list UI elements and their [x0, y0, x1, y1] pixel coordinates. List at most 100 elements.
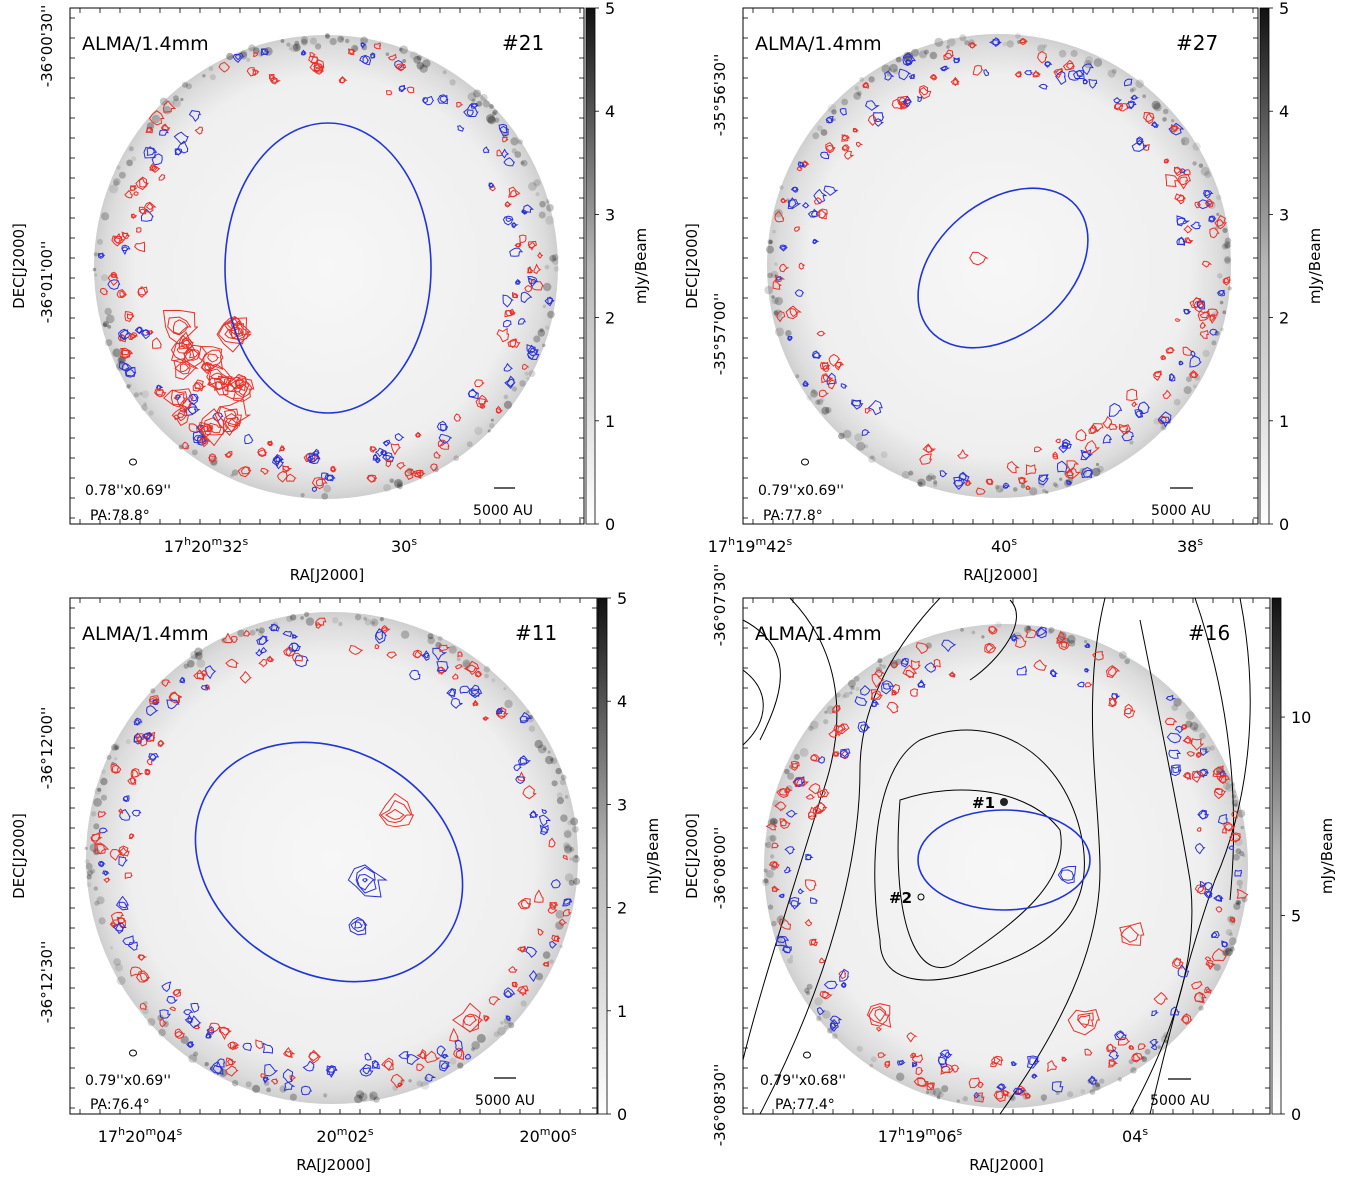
noise-speckle: [1225, 783, 1234, 792]
contour: [459, 685, 472, 694]
contour: [771, 861, 778, 868]
contour: [1221, 941, 1228, 948]
flux-contour: [999, 598, 1106, 1114]
flux-contour: [759, 598, 941, 1114]
contour: [1109, 698, 1117, 707]
contour: [1088, 1077, 1097, 1085]
contour: [439, 95, 448, 103]
contour: [347, 864, 388, 898]
noise-speckle: [843, 691, 850, 698]
contour: [255, 648, 265, 657]
contour: [550, 879, 562, 889]
noise-speckle: [1085, 56, 1094, 65]
ra-part: 17: [98, 1127, 118, 1146]
noise-speckle: [542, 304, 547, 309]
contour: [1173, 958, 1182, 967]
colorbar-tick-label: 2: [605, 309, 615, 328]
contour: [1184, 237, 1194, 244]
noise-speckle: [492, 109, 498, 115]
contour: [470, 684, 480, 696]
contour: [145, 126, 154, 134]
contour: [527, 350, 537, 361]
panel-11: ALMA/1.4mm #110.79''x0.69''PA:76.4° 5000 A…: [10, 589, 662, 1174]
contour: [186, 1041, 195, 1048]
noise-speckle: [185, 83, 192, 90]
noise-speckle: [409, 51, 419, 60]
contour: [225, 450, 233, 458]
contour: [201, 425, 209, 433]
contour: [1072, 70, 1085, 80]
contour: [470, 103, 478, 108]
source-id: #16: [1188, 621, 1230, 645]
contour: [146, 329, 153, 336]
colorbar-tick-label: 4: [617, 692, 627, 711]
contour: [1118, 423, 1132, 435]
contour: [918, 85, 932, 100]
ra-part: h: [118, 1125, 125, 1138]
colorbar: [597, 597, 608, 1115]
noise-speckle: [364, 618, 372, 626]
contour: [1186, 751, 1196, 757]
noise-speckle: [416, 55, 422, 61]
noise-speckle: [570, 817, 579, 826]
noise-speckle: [194, 647, 203, 656]
noise-speckle: [1059, 477, 1063, 481]
contour: [188, 393, 199, 406]
noise-speckle: [388, 478, 394, 483]
noise-speckle: [325, 34, 331, 39]
contour: [360, 42, 366, 48]
noise-speckle: [1171, 119, 1175, 123]
contour: [175, 148, 183, 156]
contour: [1231, 832, 1242, 843]
contour: [103, 877, 111, 883]
noise-speckle: [520, 1000, 527, 1007]
noise-speckle: [841, 98, 849, 106]
contour: [988, 626, 997, 634]
contour: [478, 397, 487, 405]
noise-speckle: [1067, 1091, 1074, 1098]
noise-speckle: [556, 797, 565, 805]
contour: [309, 454, 320, 463]
contour: [127, 334, 138, 341]
contour: [518, 755, 532, 766]
contour: [776, 935, 787, 944]
contour: [509, 339, 517, 349]
noise-speckle: [163, 106, 172, 115]
contour: [1132, 1053, 1141, 1061]
noise-speckle: [94, 787, 102, 795]
noise-speckle: [113, 180, 120, 186]
noise-speckle: [539, 328, 544, 333]
contour: [409, 669, 421, 681]
noise-speckle: [1233, 902, 1241, 911]
contour: [1082, 79, 1088, 85]
contour: [1159, 416, 1172, 424]
contour: [225, 1065, 239, 1077]
contour: [830, 1022, 836, 1029]
contour: [562, 855, 569, 861]
contour: [1183, 737, 1193, 744]
ra-part: 06: [936, 1127, 956, 1146]
noise-speckle: [208, 66, 214, 71]
contour: [991, 1055, 1004, 1066]
contour: [438, 439, 450, 450]
noise-speckle: [543, 747, 547, 751]
contour: [765, 822, 778, 831]
colorbar-tick-label: 0: [617, 1105, 627, 1124]
contour: [917, 681, 927, 688]
noise-speckle: [427, 633, 434, 640]
contour: [422, 95, 435, 106]
contour: [841, 134, 849, 141]
contour: [527, 344, 537, 354]
noise-speckle: [1192, 727, 1198, 733]
noise-speckle: [300, 616, 304, 620]
noise-speckle: [1095, 462, 1100, 467]
contour: [227, 373, 247, 392]
contour: [438, 644, 450, 653]
contour: [415, 432, 421, 438]
contour: [179, 363, 190, 373]
contour: [421, 650, 430, 661]
noise-speckle: [93, 798, 102, 807]
contour: [159, 1017, 167, 1028]
contour: [313, 59, 325, 73]
noise-speckle: [113, 178, 121, 186]
